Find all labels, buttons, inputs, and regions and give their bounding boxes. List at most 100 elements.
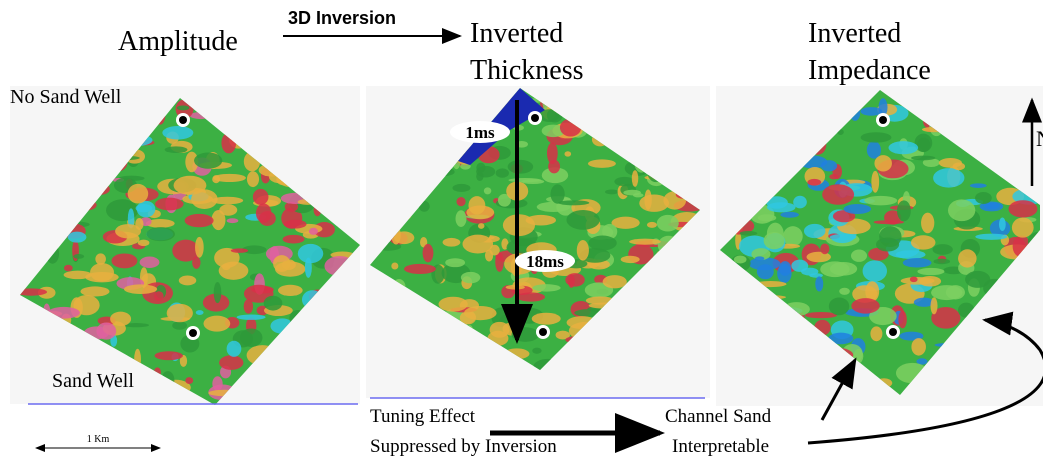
map-blob bbox=[521, 179, 544, 184]
map-blob bbox=[140, 257, 160, 268]
map-blob bbox=[456, 210, 467, 227]
map-blob bbox=[830, 234, 856, 240]
map-blob bbox=[844, 204, 872, 214]
map-blob bbox=[911, 338, 926, 355]
map-blob bbox=[253, 189, 269, 205]
map-blob bbox=[154, 291, 164, 301]
map-blob bbox=[820, 243, 829, 254]
map-blob bbox=[933, 168, 964, 188]
map-label: 1ms bbox=[465, 123, 495, 142]
map-blob bbox=[445, 258, 465, 267]
map-label: 18ms bbox=[526, 252, 564, 271]
map-blob bbox=[533, 284, 561, 291]
map-blob bbox=[970, 183, 987, 188]
map-blob bbox=[490, 322, 510, 338]
map-blob bbox=[874, 155, 892, 171]
map-blob bbox=[822, 184, 854, 205]
map-blob bbox=[136, 204, 153, 212]
map-blob bbox=[647, 222, 657, 228]
map-blob bbox=[185, 377, 193, 384]
map-blob bbox=[162, 126, 193, 140]
map-blob bbox=[227, 341, 242, 357]
note: Channel Sand bbox=[665, 406, 772, 427]
map-blob bbox=[958, 249, 977, 267]
map-blob bbox=[112, 253, 138, 268]
map-blob bbox=[917, 138, 930, 152]
map-blob bbox=[621, 256, 640, 263]
map-blob bbox=[566, 210, 599, 230]
map-blob bbox=[439, 297, 468, 312]
map-blob bbox=[177, 105, 189, 110]
map-blob bbox=[247, 171, 259, 187]
map-blob bbox=[783, 226, 803, 246]
map-blob bbox=[864, 196, 897, 205]
well-label: No Sand Well bbox=[10, 86, 122, 108]
map-blob bbox=[568, 274, 575, 287]
map-blob bbox=[921, 213, 934, 234]
map-blob bbox=[478, 223, 484, 229]
map-blob bbox=[452, 184, 470, 192]
title-impedance: Inverted bbox=[808, 18, 901, 49]
map-blob bbox=[629, 239, 661, 245]
map-blob bbox=[219, 262, 249, 280]
map-blob bbox=[911, 235, 936, 249]
map-blob bbox=[212, 175, 220, 183]
map-blob bbox=[456, 197, 465, 206]
map-blob bbox=[244, 299, 253, 313]
figure: Amplitude 3D Inversion Inverted Thicknes… bbox=[0, 0, 1043, 462]
map-blob bbox=[547, 142, 558, 164]
map-blob bbox=[214, 282, 222, 303]
map-blob bbox=[793, 196, 807, 209]
map-blob bbox=[219, 204, 237, 215]
map-blob bbox=[577, 240, 589, 261]
map-blob bbox=[948, 199, 975, 221]
map-blob bbox=[95, 253, 106, 264]
map-blob bbox=[64, 271, 92, 280]
map-blob bbox=[309, 228, 318, 235]
map-blob bbox=[804, 224, 826, 238]
map-blob bbox=[740, 231, 758, 236]
title-impedance: Impedance bbox=[808, 55, 931, 86]
map-blob bbox=[278, 285, 303, 296]
map-blob bbox=[391, 262, 398, 269]
map-blob bbox=[953, 162, 965, 170]
well bbox=[179, 116, 187, 124]
map-blob bbox=[219, 355, 243, 370]
map-blob bbox=[212, 376, 222, 391]
map-blob bbox=[791, 260, 808, 272]
map-blob bbox=[820, 261, 849, 277]
map-blob bbox=[780, 212, 799, 218]
map-blob bbox=[404, 264, 436, 274]
map-blob bbox=[588, 159, 616, 167]
map-blob bbox=[1008, 200, 1037, 217]
map-blob bbox=[68, 232, 87, 243]
map-blob bbox=[96, 323, 116, 340]
well bbox=[539, 328, 547, 336]
map-blob bbox=[764, 232, 785, 249]
map-blob bbox=[466, 205, 494, 219]
title-thickness: Thickness bbox=[470, 55, 584, 86]
process-label: 3D Inversion bbox=[288, 8, 396, 28]
map-blob bbox=[605, 189, 619, 194]
map-blob bbox=[588, 236, 616, 251]
map-blob bbox=[172, 240, 199, 262]
map-blob bbox=[196, 310, 204, 315]
map-blob bbox=[80, 286, 109, 296]
map-blob bbox=[256, 203, 271, 222]
title-thickness: Inverted bbox=[470, 18, 563, 49]
map-blob bbox=[128, 184, 149, 204]
map-blob bbox=[237, 314, 266, 319]
map-blob bbox=[863, 260, 887, 281]
map-blob bbox=[476, 163, 485, 173]
map-blob bbox=[194, 152, 222, 168]
map-blob bbox=[64, 265, 73, 272]
map-blob bbox=[495, 252, 504, 272]
map-blob bbox=[867, 141, 881, 158]
well-label: Sand Well bbox=[52, 370, 134, 392]
map-blob bbox=[423, 244, 434, 262]
map-blob bbox=[283, 235, 305, 244]
map-blob bbox=[879, 226, 901, 247]
map-blob bbox=[870, 326, 882, 341]
map-blob bbox=[264, 296, 283, 311]
map-blob bbox=[73, 254, 84, 259]
